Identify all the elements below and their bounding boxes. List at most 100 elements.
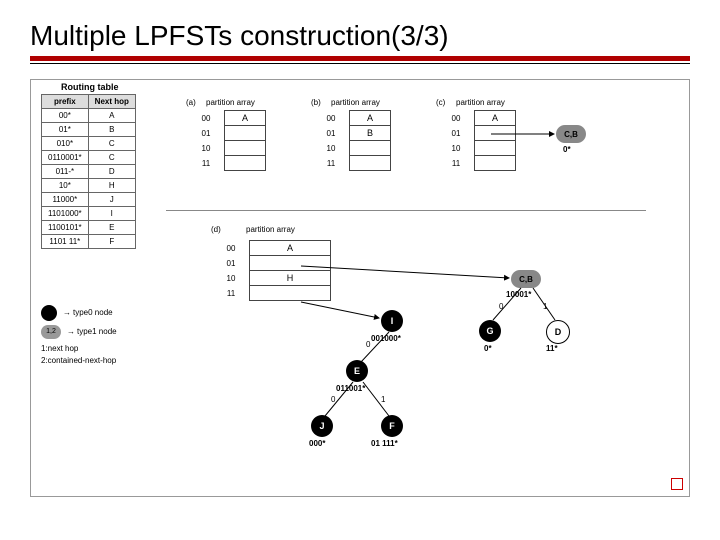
idx: 00 bbox=[436, 111, 475, 126]
rt-cell: F bbox=[88, 235, 135, 249]
idx: 00 bbox=[311, 111, 350, 126]
idx: 11 bbox=[311, 156, 350, 171]
edge-ie: 0 bbox=[366, 340, 370, 349]
array-b-label: (b) bbox=[311, 98, 321, 107]
arr-cell: A bbox=[475, 111, 516, 126]
arr-cell bbox=[225, 126, 266, 141]
idx: 01 bbox=[211, 256, 250, 271]
idx: 01 bbox=[436, 126, 475, 141]
rt-cell: C bbox=[88, 151, 135, 165]
node-g-sub: 0* bbox=[484, 344, 492, 353]
edge-ej: 0 bbox=[331, 395, 335, 404]
arr-cell: A bbox=[350, 111, 391, 126]
idx: 01 bbox=[311, 126, 350, 141]
node-d: D bbox=[546, 320, 570, 344]
arr-cell bbox=[350, 141, 391, 156]
rt-cell: 011-* bbox=[42, 165, 89, 179]
rt-cell: C bbox=[88, 137, 135, 151]
array-c-title: partition array bbox=[456, 98, 505, 107]
arr-cell: A bbox=[250, 241, 331, 256]
idx: 00 bbox=[186, 111, 225, 126]
black-node-icon bbox=[41, 305, 57, 321]
legend-type0: type0 node bbox=[61, 307, 113, 319]
rt-cell: B bbox=[88, 123, 135, 137]
legend-line2: 2:contained-next-hop bbox=[41, 355, 117, 367]
array-d-title: partition array bbox=[246, 225, 295, 234]
node-f: F bbox=[381, 415, 403, 437]
node-e: E bbox=[346, 360, 368, 382]
rt-cell: 1101000* bbox=[42, 207, 89, 221]
rt-cell: 10* bbox=[42, 179, 89, 193]
rt-cell: E bbox=[88, 221, 135, 235]
arr-cell bbox=[250, 256, 331, 271]
edge-0: 0 bbox=[499, 302, 503, 311]
arr-cell: H bbox=[250, 271, 331, 286]
node-j: J bbox=[311, 415, 333, 437]
node-d-sub: 11* bbox=[546, 344, 558, 353]
node-i-sub: 001000* bbox=[371, 334, 401, 343]
rt-cell: I bbox=[88, 207, 135, 221]
arr-cell bbox=[475, 126, 516, 141]
node-j-sub: 000* bbox=[309, 439, 325, 448]
arr-cell bbox=[350, 156, 391, 171]
edge-1: 1 bbox=[543, 302, 547, 311]
rt-cell: D bbox=[88, 165, 135, 179]
rt-cell: J bbox=[88, 193, 135, 207]
red-divider bbox=[30, 56, 690, 61]
idx: 10 bbox=[186, 141, 225, 156]
arr-cell: B bbox=[350, 126, 391, 141]
arr-cell bbox=[475, 156, 516, 171]
rt-cell: H bbox=[88, 179, 135, 193]
array-c: 00A 01 10 11 bbox=[436, 110, 516, 171]
node-cb-c-sub: 0* bbox=[563, 145, 571, 154]
page-title: Multiple LPFSTs construction(3/3) bbox=[30, 20, 690, 52]
legend: type0 node 1,2 type1 node 1:next hop 2:c… bbox=[41, 305, 117, 367]
rt-cell: 0110001* bbox=[42, 151, 89, 165]
array-a-title: partition array bbox=[206, 98, 255, 107]
node-e-sub: 011001* bbox=[336, 384, 365, 393]
arr-cell bbox=[225, 141, 266, 156]
idx: 11 bbox=[436, 156, 475, 171]
array-b-title: partition array bbox=[331, 98, 380, 107]
idx: 00 bbox=[211, 241, 250, 256]
rt-header-nexthop: Next hop bbox=[88, 95, 135, 109]
array-a-label: (a) bbox=[186, 98, 196, 107]
idx: 11 bbox=[186, 156, 225, 171]
node-cb-d-sub: 10001* bbox=[506, 290, 531, 299]
rt-cell: 00* bbox=[42, 109, 89, 123]
node-cb-d: C,B bbox=[511, 270, 541, 288]
rt-cell: 1101 11* bbox=[42, 235, 89, 249]
arr-cell bbox=[475, 141, 516, 156]
rt-cell: 010* bbox=[42, 137, 89, 151]
corner-marker bbox=[671, 478, 683, 490]
array-d-label: (d) bbox=[211, 225, 221, 234]
content-frame: Routing table prefix Next hop 00*A 01*B … bbox=[30, 79, 690, 497]
idx: 10 bbox=[436, 141, 475, 156]
routing-table-title: Routing table bbox=[61, 82, 119, 92]
idx: 10 bbox=[311, 141, 350, 156]
arr-cell: A bbox=[225, 111, 266, 126]
rt-cell: A bbox=[88, 109, 135, 123]
rt-header-prefix: prefix bbox=[42, 95, 89, 109]
routing-table: prefix Next hop 00*A 01*B 010*C 0110001*… bbox=[41, 94, 136, 249]
separator-line bbox=[166, 210, 646, 211]
arr-cell bbox=[225, 156, 266, 171]
node-cb-c: C,B bbox=[556, 125, 586, 143]
idx: 10 bbox=[211, 271, 250, 286]
idx: 11 bbox=[211, 286, 250, 301]
node-f-sub: 01 111* bbox=[371, 439, 398, 448]
array-d: 00A 01 10H 11 bbox=[211, 240, 331, 301]
arr-cell bbox=[250, 286, 331, 301]
gray-node-icon: 1,2 bbox=[41, 325, 61, 339]
rt-cell: 11000* bbox=[42, 193, 89, 207]
legend-line1: 1:next hop bbox=[41, 343, 117, 355]
rt-cell: 1100101* bbox=[42, 221, 89, 235]
legend-type1: type1 node bbox=[65, 326, 117, 338]
array-a: 00A 01 10 11 bbox=[186, 110, 266, 171]
node-g: G bbox=[479, 320, 501, 342]
array-c-label: (c) bbox=[436, 98, 445, 107]
thin-divider bbox=[30, 63, 690, 64]
edge-ef: 1 bbox=[381, 395, 385, 404]
array-b: 00A 01B 10 11 bbox=[311, 110, 391, 171]
idx: 01 bbox=[186, 126, 225, 141]
